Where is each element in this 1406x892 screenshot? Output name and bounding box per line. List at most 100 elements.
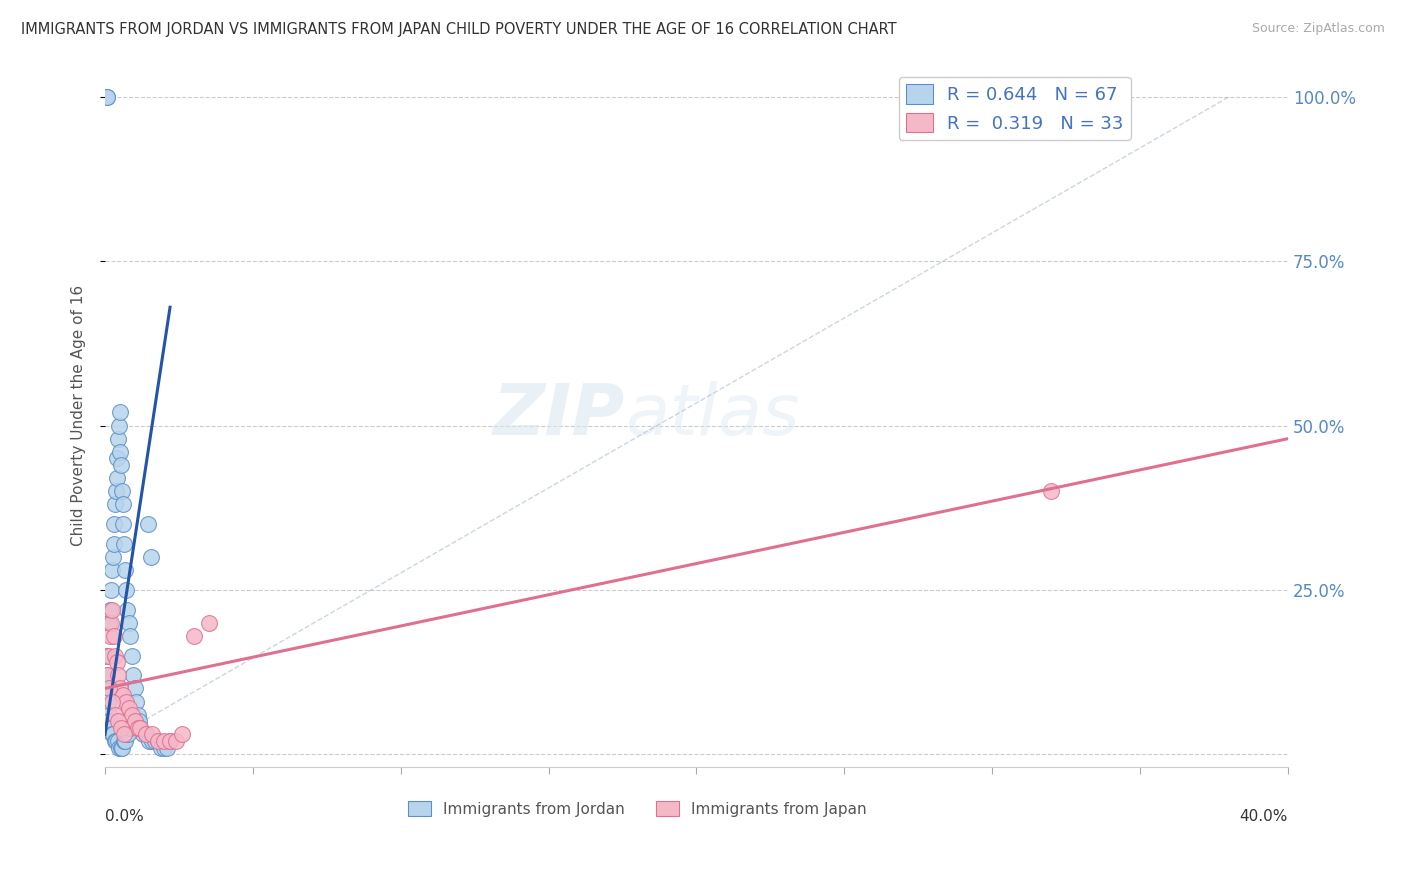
Point [111,497,134,511]
Point [104,734,127,748]
Point [114,734,136,748]
Point [98,714,121,729]
Point [122,668,145,682]
Point [107,714,129,729]
Point [156,740,179,755]
Point [170,727,193,741]
Point [148,734,170,748]
Point [135,727,157,741]
Point [98,602,121,616]
Point [101,727,124,741]
Point [115,602,138,616]
Text: atlas: atlas [626,381,800,450]
Point [115,727,138,741]
Point [118,721,141,735]
Point [127,721,149,735]
Point [165,734,187,748]
Point [96,90,118,104]
Point [1040,484,1063,499]
Point [118,615,141,630]
Point [148,734,170,748]
Point [98,681,121,696]
Text: ZIP: ZIP [494,381,626,450]
Point [108,740,131,755]
Point [128,714,150,729]
Point [112,537,135,551]
Point [96,90,118,104]
Point [107,734,129,748]
Point [100,615,122,630]
Point [159,734,181,748]
Point [104,648,127,663]
Point [111,740,134,755]
Point [107,668,129,682]
Point [96,668,118,682]
Point [104,734,127,748]
Point [101,694,124,708]
Point [100,582,122,597]
Point [97,694,120,708]
Point [101,727,124,741]
Point [111,688,134,702]
Point [101,563,124,577]
Point [103,537,125,551]
Point [101,602,124,616]
Point [110,458,132,472]
Point [141,734,163,748]
Point [139,549,162,564]
Text: Source: ZipAtlas.com: Source: ZipAtlas.com [1251,22,1385,36]
Point [100,721,122,735]
Point [112,517,135,532]
Point [96,648,118,663]
Point [135,727,157,741]
Point [96,668,118,682]
Point [125,694,148,708]
Y-axis label: Child Poverty Under the Age of 16: Child Poverty Under the Age of 16 [72,285,86,546]
Point [143,734,166,748]
Point [114,694,136,708]
Point [97,681,120,696]
Point [124,714,146,729]
Point [108,405,131,419]
Point [118,701,141,715]
Point [127,707,149,722]
Point [153,734,176,748]
Point [138,734,160,748]
Point [97,707,120,722]
Point [97,648,120,663]
Point [129,721,152,735]
Point [108,681,131,696]
Point [112,727,135,741]
Point [103,517,125,532]
Point [110,740,132,755]
Point [107,451,129,466]
Legend: Immigrants from Jordan, Immigrants from Japan: Immigrants from Jordan, Immigrants from … [402,795,873,823]
Point [97,615,120,630]
Point [103,629,125,643]
Point [110,721,132,735]
Point [136,517,159,532]
Text: 0.0%: 0.0% [105,809,143,824]
Point [105,655,128,669]
Point [183,629,205,643]
Point [132,727,155,741]
Point [104,707,127,722]
Point [129,721,152,735]
Point [98,629,121,643]
Point [114,563,136,577]
Point [197,615,219,630]
Point [121,648,143,663]
Point [98,721,121,735]
Point [120,629,142,643]
Point [105,484,128,499]
Point [105,471,128,485]
Point [153,740,176,755]
Point [114,582,136,597]
Point [103,549,125,564]
Point [159,734,181,748]
Point [121,707,143,722]
Point [112,734,135,748]
Point [108,418,131,433]
Point [111,484,134,499]
Point [104,497,127,511]
